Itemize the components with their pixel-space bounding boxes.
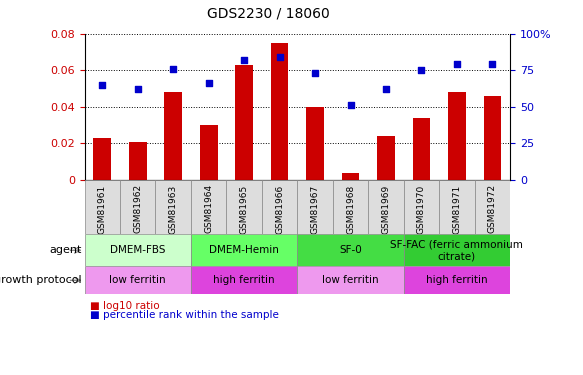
Bar xyxy=(403,180,439,234)
Bar xyxy=(191,266,297,294)
Bar xyxy=(342,172,359,180)
Text: DMEM-FBS: DMEM-FBS xyxy=(110,245,166,255)
Bar xyxy=(368,180,404,234)
Point xyxy=(417,68,426,74)
Text: growth protocol: growth protocol xyxy=(0,275,82,285)
Bar xyxy=(85,234,191,266)
Bar xyxy=(85,266,191,294)
Bar xyxy=(377,136,395,180)
Bar xyxy=(403,234,510,266)
Bar xyxy=(164,92,182,180)
Bar xyxy=(129,142,146,180)
Bar xyxy=(297,234,404,266)
Text: high ferritin: high ferritin xyxy=(213,275,275,285)
Bar xyxy=(120,180,156,234)
Text: high ferritin: high ferritin xyxy=(426,275,488,285)
Bar xyxy=(483,96,501,180)
Bar xyxy=(271,43,289,180)
Text: SF-0: SF-0 xyxy=(339,245,362,255)
Text: GSM81966: GSM81966 xyxy=(275,184,284,234)
Bar xyxy=(191,180,226,234)
Bar xyxy=(226,180,262,234)
Text: low ferritin: low ferritin xyxy=(110,275,166,285)
Bar xyxy=(297,266,404,294)
Point xyxy=(240,57,249,63)
Bar xyxy=(439,180,475,234)
Text: GSM81962: GSM81962 xyxy=(134,184,142,234)
Text: GSM81963: GSM81963 xyxy=(168,184,178,234)
Text: DMEM-Hemin: DMEM-Hemin xyxy=(209,245,279,255)
Text: GSM81961: GSM81961 xyxy=(98,184,107,234)
Point xyxy=(97,82,107,88)
Text: GSM81964: GSM81964 xyxy=(204,184,213,234)
Bar xyxy=(403,266,510,294)
Bar xyxy=(297,180,333,234)
Bar xyxy=(475,180,510,234)
Point xyxy=(381,86,391,92)
Point xyxy=(133,86,142,92)
Text: GDS2230 / 18060: GDS2230 / 18060 xyxy=(207,7,329,21)
Text: GSM81967: GSM81967 xyxy=(311,184,319,234)
Text: GSM81965: GSM81965 xyxy=(240,184,248,234)
Text: GSM81969: GSM81969 xyxy=(381,184,391,234)
Bar xyxy=(262,180,297,234)
Text: GSM81972: GSM81972 xyxy=(488,184,497,234)
Bar xyxy=(306,107,324,180)
Text: GSM81970: GSM81970 xyxy=(417,184,426,234)
Text: SF-FAC (ferric ammonium
citrate): SF-FAC (ferric ammonium citrate) xyxy=(391,240,524,261)
Text: agent: agent xyxy=(49,245,82,255)
Point xyxy=(168,66,178,72)
Point xyxy=(346,102,355,108)
Bar xyxy=(448,92,466,180)
Point xyxy=(204,81,213,87)
Point xyxy=(275,54,285,60)
Bar xyxy=(191,234,297,266)
Text: GSM81971: GSM81971 xyxy=(452,184,461,234)
Bar xyxy=(333,180,368,234)
Bar xyxy=(93,138,111,180)
Text: GSM81968: GSM81968 xyxy=(346,184,355,234)
Bar xyxy=(236,65,253,180)
Bar xyxy=(156,180,191,234)
Text: ■ log10 ratio: ■ log10 ratio xyxy=(90,301,160,310)
Bar xyxy=(200,125,217,180)
Point xyxy=(310,70,319,76)
Bar xyxy=(413,118,430,180)
Text: low ferritin: low ferritin xyxy=(322,275,379,285)
Point xyxy=(452,62,462,68)
Bar xyxy=(85,180,120,234)
Text: ■ percentile rank within the sample: ■ percentile rank within the sample xyxy=(90,310,279,320)
Point xyxy=(488,62,497,68)
